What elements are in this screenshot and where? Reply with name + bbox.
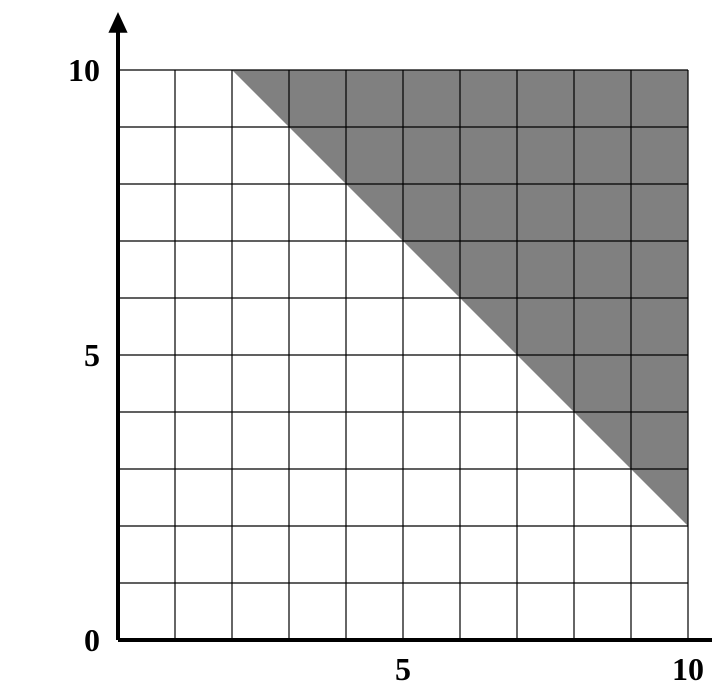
y-tick-label: 10 <box>68 52 100 88</box>
y-tick-label: 5 <box>84 337 100 373</box>
grid-chart: 5 10 0 5 10 <box>0 0 712 700</box>
x-tick-label: 5 <box>395 651 411 687</box>
y-tick-label: 0 <box>84 622 100 658</box>
x-tick-label: 10 <box>672 651 704 687</box>
chart-container: 5 10 0 5 10 <box>0 0 712 700</box>
